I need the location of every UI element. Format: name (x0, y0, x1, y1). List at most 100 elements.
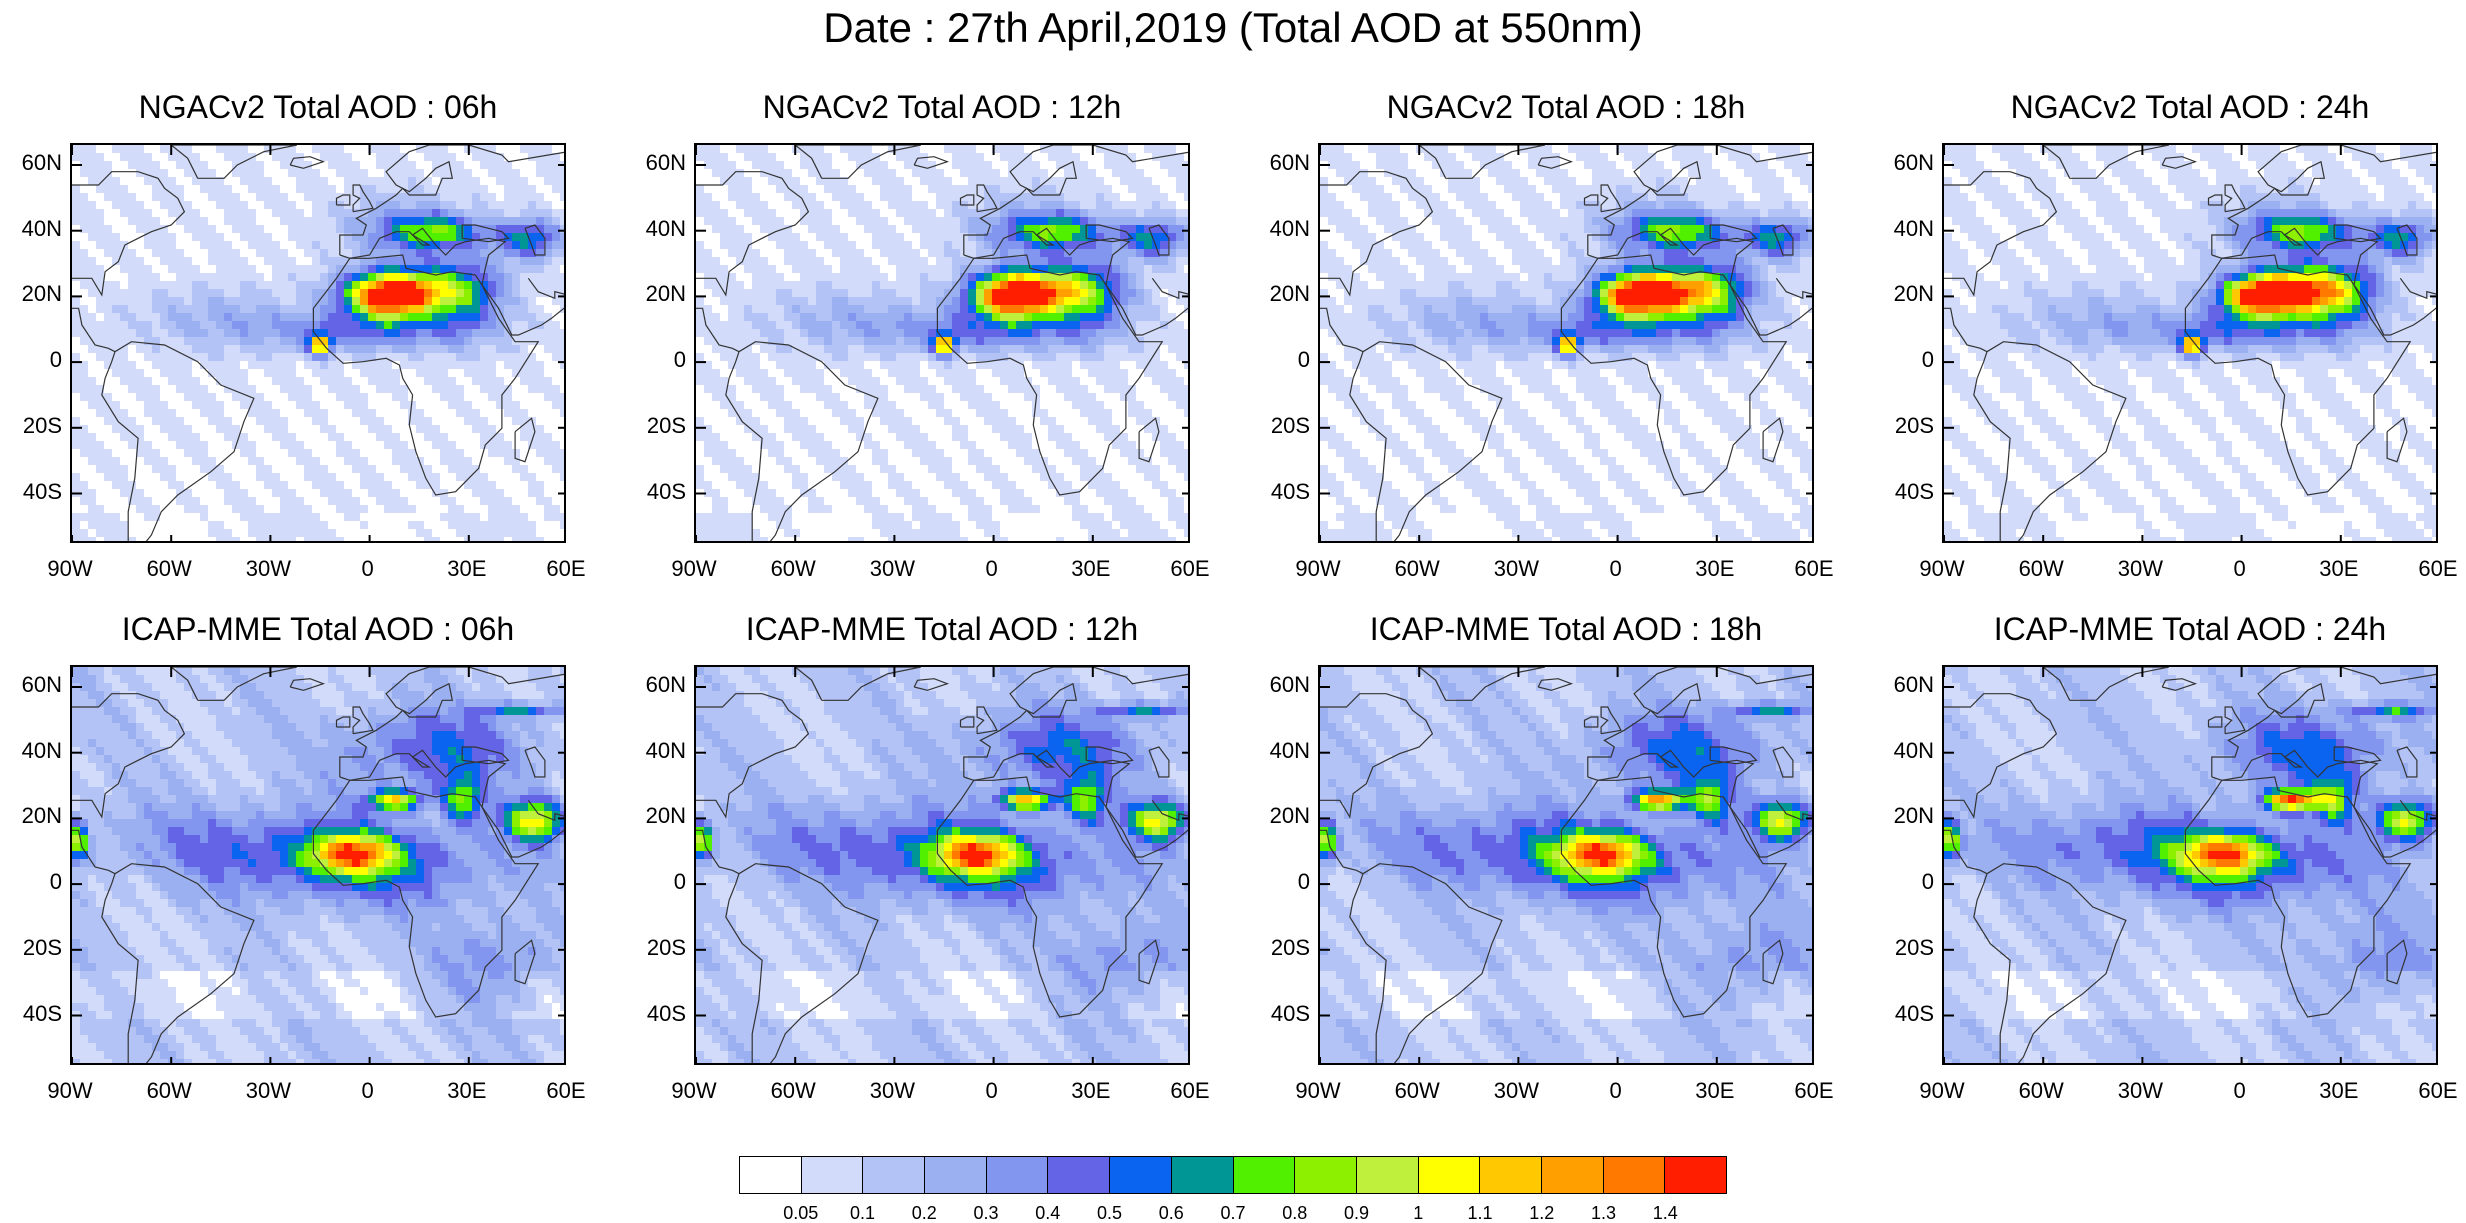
latitude-label: 40S (638, 480, 686, 504)
panel-title: NGACv2 Total AOD : 12h (692, 88, 1192, 126)
longitude-label: 60E (2403, 1079, 2466, 1103)
colorbar-label: 0.5 (1080, 1203, 1140, 1223)
colorbar-label: 1.2 (1512, 1203, 1572, 1223)
aod-map (1318, 143, 1814, 543)
panel-title: NGACv2 Total AOD : 18h (1316, 88, 1816, 126)
longitude-label: 90W (35, 557, 105, 581)
latitude-label: 60N (14, 151, 62, 175)
longitude-label: 90W (35, 1079, 105, 1103)
latitude-label: 0 (1262, 348, 1310, 372)
longitude-label: 60E (1155, 1079, 1225, 1103)
latitude-label: 20S (1886, 414, 1934, 438)
panel-title: ICAP-MME Total AOD : 24h (1940, 610, 2440, 648)
longitude-label: 90W (659, 557, 729, 581)
colorbar-label: 0.4 (1018, 1203, 1078, 1223)
longitude-label: 60W (1382, 557, 1452, 581)
colorbar-label: 1.3 (1574, 1203, 1634, 1223)
longitude-label: 0 (2205, 1079, 2275, 1103)
latitude-label: 60N (1262, 151, 1310, 175)
latitude-label: 40S (638, 1002, 686, 1026)
colorbar-label: 1.4 (1635, 1203, 1695, 1223)
latitude-label: 60N (14, 673, 62, 697)
longitude-label: 60W (2006, 1079, 2076, 1103)
colorbar-swatch (740, 1157, 802, 1193)
colorbar-swatch (1665, 1157, 1726, 1193)
aod-map (70, 143, 566, 543)
latitude-label: 20N (1262, 804, 1310, 828)
colorbar-swatch (1295, 1157, 1357, 1193)
latitude-label: 60N (638, 673, 686, 697)
latitude-label: 60N (1886, 151, 1934, 175)
latitude-label: 20N (1886, 804, 1934, 828)
colorbar (739, 1156, 1727, 1194)
longitude-label: 60E (531, 1079, 601, 1103)
latitude-label: 40N (1886, 217, 1934, 241)
colorbar-swatch (863, 1157, 925, 1193)
latitude-label: 20S (14, 414, 62, 438)
aod-field (1944, 667, 2438, 1065)
longitude-label: 30W (233, 1079, 303, 1103)
latitude-label: 0 (1886, 870, 1934, 894)
colorbar-swatch (1048, 1157, 1110, 1193)
latitude-label: 20S (638, 936, 686, 960)
longitude-label: 60E (1779, 557, 1849, 581)
colorbar-label: 0.7 (1203, 1203, 1263, 1223)
latitude-label: 40N (1262, 217, 1310, 241)
longitude-label: 30W (857, 557, 927, 581)
longitude-label: 60W (1382, 1079, 1452, 1103)
longitude-label: 30E (2304, 557, 2374, 581)
longitude-label: 90W (659, 1079, 729, 1103)
latitude-label: 60N (638, 151, 686, 175)
latitude-label: 0 (638, 348, 686, 372)
aod-map (694, 665, 1190, 1065)
longitude-label: 30W (1481, 1079, 1551, 1103)
colorbar-swatch (1542, 1157, 1604, 1193)
aod-field (1944, 145, 2438, 543)
colorbar-label: 0.2 (894, 1203, 954, 1223)
aod-field (72, 145, 566, 543)
longitude-label: 30E (432, 1079, 502, 1103)
latitude-label: 40N (1886, 739, 1934, 763)
latitude-label: 40S (1886, 1002, 1934, 1026)
colorbar-label: 0.8 (1265, 1203, 1325, 1223)
aod-map (1942, 143, 2438, 543)
colorbar-swatch (1419, 1157, 1481, 1193)
aod-field (696, 145, 1190, 543)
aod-map (1318, 665, 1814, 1065)
latitude-label: 20N (14, 282, 62, 306)
longitude-label: 60W (134, 557, 204, 581)
longitude-label: 60E (1779, 1079, 1849, 1103)
latitude-label: 40S (14, 1002, 62, 1026)
colorbar-swatch (1172, 1157, 1234, 1193)
colorbar-label: 0.9 (1327, 1203, 1387, 1223)
latitude-label: 20S (1262, 936, 1310, 960)
latitude-label: 0 (14, 870, 62, 894)
colorbar-swatch (802, 1157, 864, 1193)
longitude-label: 90W (1907, 1079, 1977, 1103)
latitude-label: 20S (1886, 936, 1934, 960)
longitude-label: 30E (1056, 1079, 1126, 1103)
latitude-label: 20N (1262, 282, 1310, 306)
longitude-label: 0 (1581, 557, 1651, 581)
longitude-label: 0 (2205, 557, 2275, 581)
colorbar-label: 1 (1388, 1203, 1448, 1223)
figure-title: Date : 27th April,2019 (Total AOD at 550… (0, 2, 2466, 54)
colorbar-swatch (1110, 1157, 1172, 1193)
longitude-label: 30W (857, 1079, 927, 1103)
latitude-label: 60N (1262, 673, 1310, 697)
latitude-label: 40N (638, 217, 686, 241)
longitude-label: 30E (1680, 557, 1750, 581)
latitude-label: 40S (1886, 480, 1934, 504)
latitude-label: 20S (638, 414, 686, 438)
colorbar-swatch (925, 1157, 987, 1193)
latitude-label: 40N (14, 217, 62, 241)
panel-title: ICAP-MME Total AOD : 18h (1316, 610, 1816, 648)
latitude-label: 60N (1886, 673, 1934, 697)
longitude-label: 90W (1907, 557, 1977, 581)
longitude-label: 30W (1481, 557, 1551, 581)
longitude-label: 60E (531, 557, 601, 581)
longitude-label: 60W (758, 557, 828, 581)
aod-map (694, 143, 1190, 543)
latitude-label: 40N (14, 739, 62, 763)
longitude-label: 60E (2403, 557, 2466, 581)
